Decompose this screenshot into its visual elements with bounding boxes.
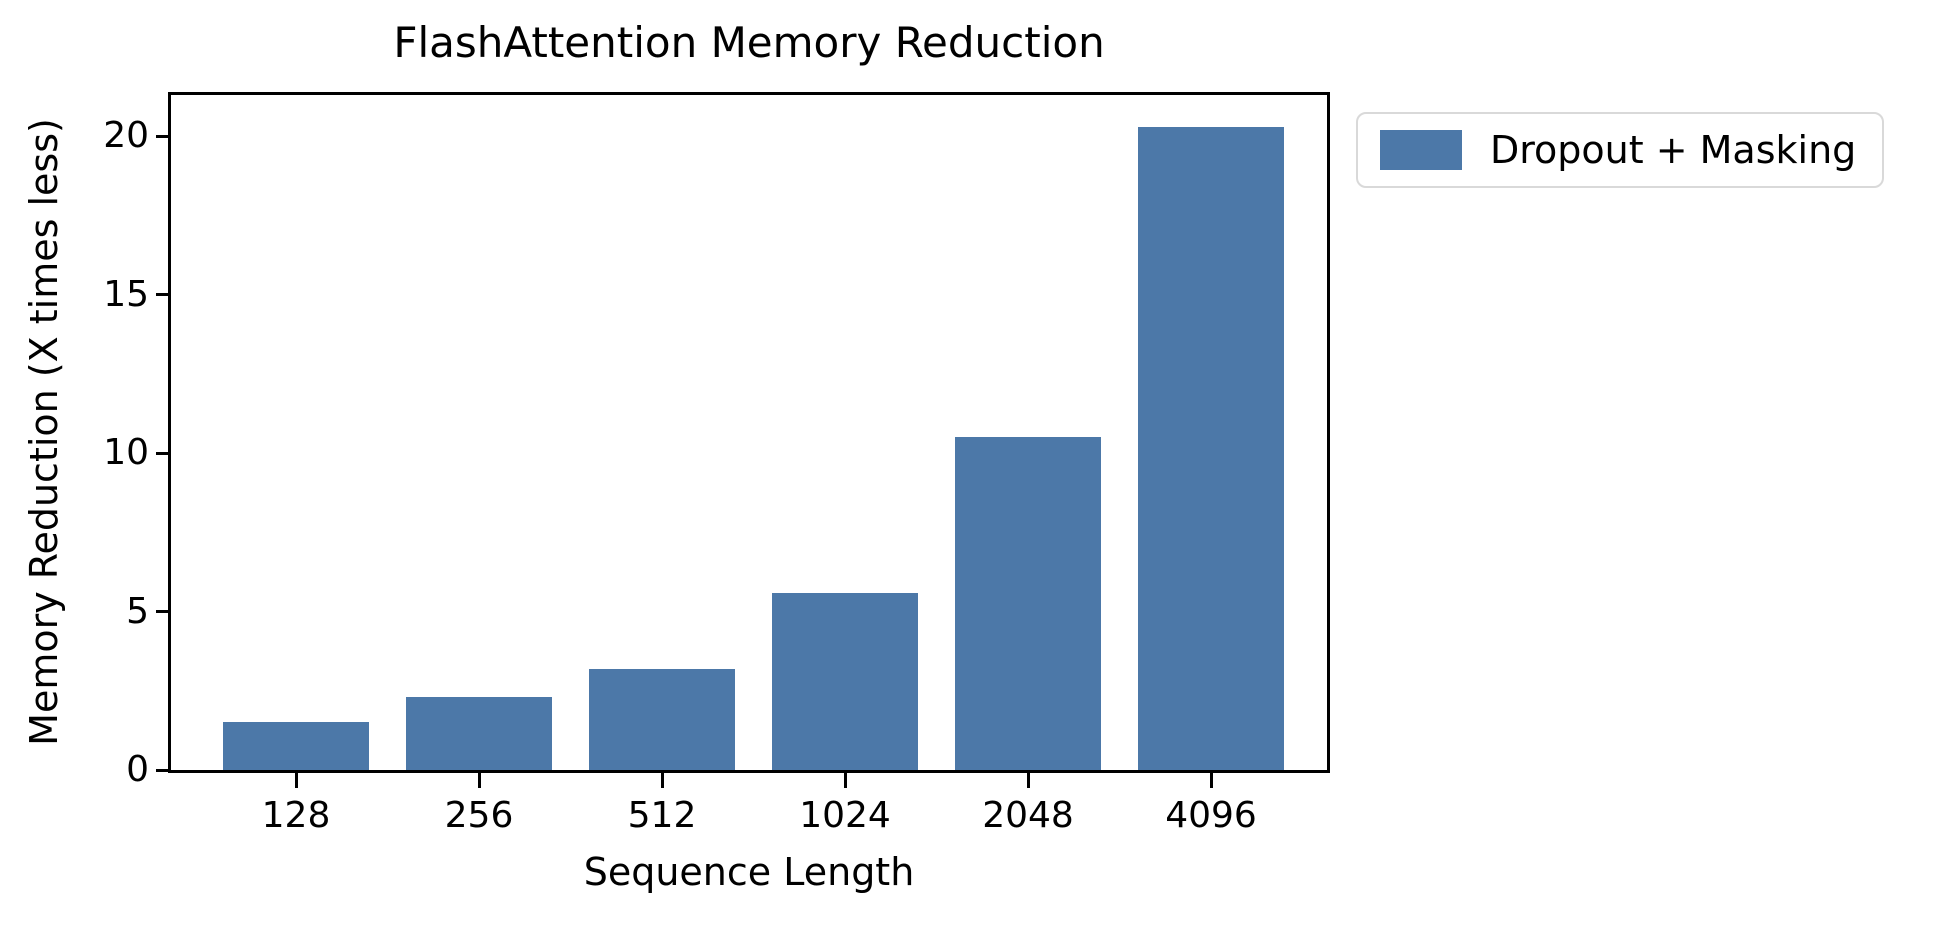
x-tick-mark bbox=[477, 773, 481, 788]
y-axis-label: Memory Reduction (X times less) bbox=[22, 118, 66, 746]
chart-title: FlashAttention Memory Reduction bbox=[393, 18, 1105, 67]
x-tick-label: 1024 bbox=[799, 795, 891, 836]
bar-1024 bbox=[772, 592, 918, 770]
bar-4096 bbox=[1138, 126, 1284, 770]
legend: Dropout + Masking bbox=[1356, 112, 1885, 188]
x-tick-mark bbox=[1026, 773, 1030, 788]
y-tick-label: 20 bbox=[103, 115, 149, 157]
bar-256 bbox=[406, 697, 552, 770]
x-tick-mark bbox=[1209, 773, 1213, 788]
x-tick-label: 2048 bbox=[982, 795, 1074, 836]
bar-512 bbox=[589, 668, 735, 770]
y-tick-label: 5 bbox=[126, 590, 149, 632]
bar-2048 bbox=[955, 437, 1101, 770]
y-tick-label: 0 bbox=[126, 749, 149, 790]
x-tick-mark bbox=[294, 773, 298, 788]
plot-area: 0 5 10 15 20 128 256 512 1024 2048 4096 bbox=[103, 92, 1330, 836]
y-tick-mark bbox=[156, 451, 171, 455]
x-tick-label: 256 bbox=[444, 795, 514, 836]
y-tick-mark bbox=[156, 134, 171, 138]
y-tick-mark bbox=[156, 610, 171, 614]
x-tick-label: 512 bbox=[627, 795, 697, 836]
bar-128 bbox=[223, 722, 369, 770]
x-tick-mark bbox=[660, 773, 664, 788]
x-tick-label: 4096 bbox=[1165, 795, 1257, 836]
y-tick-label: 10 bbox=[103, 432, 149, 474]
y-tick-mark bbox=[156, 768, 171, 772]
x-axis-label: Sequence Length bbox=[583, 850, 915, 894]
x-tick-mark bbox=[843, 773, 847, 788]
legend-entry-label: Dropout + Masking bbox=[1490, 128, 1857, 172]
y-tick-mark bbox=[156, 293, 171, 297]
legend-swatch-icon bbox=[1380, 130, 1462, 170]
y-tick-label: 15 bbox=[103, 273, 149, 315]
x-tick-label: 128 bbox=[261, 795, 331, 836]
